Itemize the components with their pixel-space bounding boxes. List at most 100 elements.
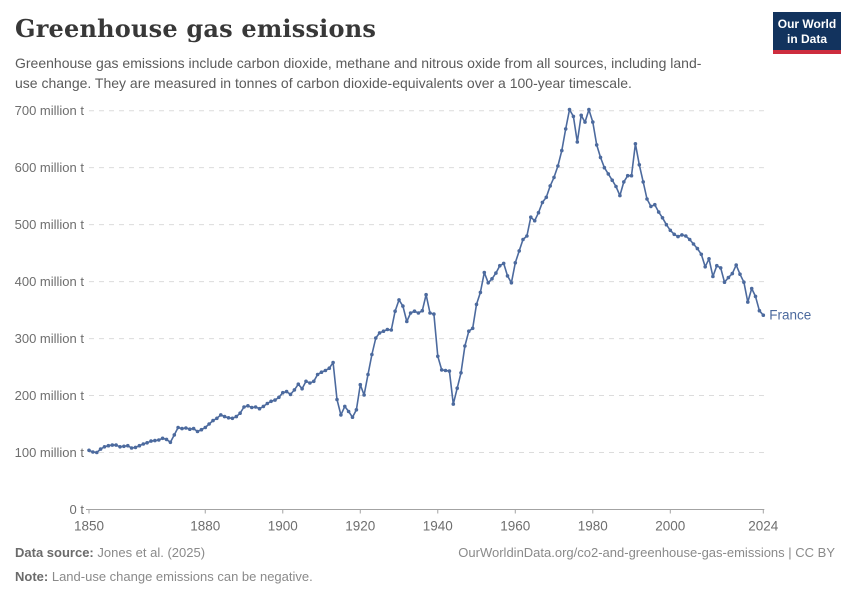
data-point — [191, 426, 196, 431]
data-point — [362, 393, 366, 397]
data-point — [257, 406, 262, 411]
data-point — [684, 234, 688, 238]
data-point — [757, 308, 762, 313]
data-point — [412, 309, 417, 314]
data-point — [447, 369, 452, 373]
data-point — [292, 388, 297, 392]
data-point — [188, 427, 192, 432]
data-point — [548, 184, 552, 188]
data-point — [509, 281, 514, 285]
data-point — [459, 371, 463, 375]
data-point — [579, 113, 583, 118]
x-axis-tick-label: 1900 — [268, 519, 298, 534]
y-axis-tick-label: 0 t — [70, 502, 85, 517]
data-point — [319, 370, 324, 375]
data-point — [408, 311, 413, 315]
data-point — [242, 405, 246, 409]
data-point — [749, 286, 754, 291]
data-point — [668, 228, 673, 233]
data-point — [660, 216, 665, 220]
data-point — [761, 313, 766, 318]
data-point — [164, 437, 169, 442]
data-point — [641, 180, 645, 184]
data-point — [160, 436, 165, 441]
data-point — [118, 445, 122, 449]
x-axis-tick-label: 1980 — [578, 519, 608, 534]
data-point — [230, 416, 235, 421]
data-point — [505, 274, 510, 278]
data-point — [742, 280, 746, 285]
data-point — [304, 379, 308, 384]
data-point — [734, 263, 738, 267]
data-point — [222, 414, 227, 419]
data-point — [149, 439, 153, 443]
data-point — [133, 445, 138, 450]
data-point — [374, 336, 378, 340]
data-point — [312, 379, 316, 384]
data-point — [439, 368, 444, 372]
note-label: Note: — [15, 569, 49, 584]
data-point — [300, 386, 304, 391]
data-point — [389, 328, 394, 332]
data-point — [195, 429, 200, 434]
data-point — [122, 444, 126, 449]
data-point — [354, 408, 359, 412]
data-point — [501, 261, 506, 266]
y-axis-tick-label: 500 million t — [15, 217, 85, 232]
data-point — [645, 197, 649, 201]
data-point — [346, 409, 351, 414]
data-point — [416, 311, 421, 315]
data-point — [219, 413, 223, 417]
data-point — [405, 319, 409, 324]
data-point — [498, 263, 502, 268]
data-point — [463, 344, 467, 348]
data-point — [699, 252, 704, 257]
x-axis-tick-label: 1920 — [345, 519, 375, 534]
data-point — [695, 246, 700, 251]
data-point — [451, 402, 456, 406]
data-point — [687, 237, 692, 242]
y-axis-tick-label: 600 million t — [15, 160, 85, 175]
data-point — [622, 180, 626, 184]
data-point — [746, 300, 750, 304]
data-point — [261, 404, 266, 409]
data-point — [618, 193, 622, 198]
x-axis-tick-label: 1960 — [500, 519, 530, 534]
y-axis-tick-label: 400 million t — [15, 274, 85, 289]
data-point — [563, 127, 568, 131]
data-point — [172, 433, 177, 437]
data-point — [633, 142, 638, 146]
data-point — [478, 290, 483, 295]
data-point — [331, 360, 335, 365]
data-point — [250, 405, 254, 410]
data-point — [234, 414, 239, 419]
x-axis-tick-label: 2024 — [748, 519, 779, 534]
data-point — [591, 120, 595, 124]
data-point — [544, 195, 549, 200]
data-point — [393, 309, 397, 314]
x-axis-tick-label: 1850 — [74, 519, 104, 534]
data-point — [467, 329, 471, 334]
data-point — [521, 237, 525, 242]
data-point — [672, 232, 676, 237]
data-point — [443, 368, 448, 373]
data-point — [730, 271, 735, 276]
data-point — [385, 327, 390, 332]
data-point — [606, 172, 611, 176]
data-point — [602, 165, 607, 170]
owid-logo: Our World in Data — [773, 12, 841, 55]
data-point — [157, 438, 161, 442]
data-point — [738, 272, 742, 277]
data-point — [575, 140, 580, 144]
data-point — [370, 352, 374, 357]
data-point — [335, 397, 339, 402]
data-point — [587, 107, 591, 112]
data-point — [517, 249, 521, 253]
data-point — [529, 215, 533, 219]
data-point — [513, 261, 518, 265]
data-point — [571, 114, 576, 119]
data-point — [226, 416, 231, 420]
data-point — [343, 404, 347, 409]
data-point — [432, 312, 436, 316]
